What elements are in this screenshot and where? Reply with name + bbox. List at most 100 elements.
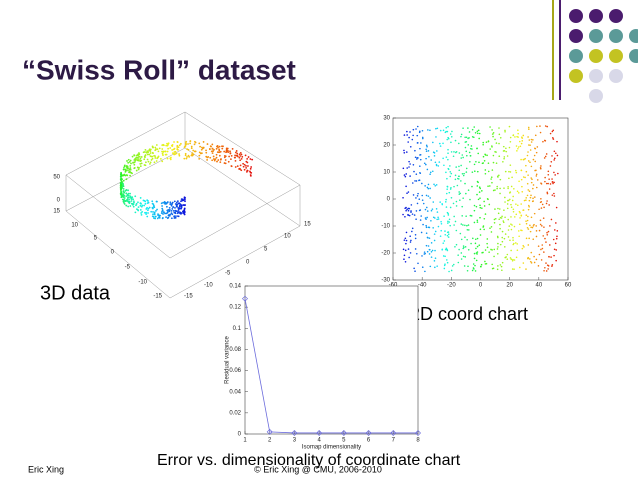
point-texture	[449, 224, 451, 227]
point-texture	[535, 235, 538, 238]
point-texture	[515, 171, 518, 174]
point-texture	[465, 171, 468, 173]
point-texture	[439, 201, 441, 203]
point-texture	[525, 237, 528, 240]
point-texture	[415, 218, 417, 221]
point-texture	[520, 158, 522, 161]
point-texture	[529, 144, 531, 146]
point-texture	[146, 158, 149, 161]
point-texture	[477, 129, 480, 132]
y-tick-label: 20	[383, 143, 390, 149]
point-texture	[491, 129, 493, 131]
point-texture	[478, 161, 480, 164]
point-texture	[528, 128, 530, 131]
point-texture	[231, 147, 234, 150]
point-texture	[491, 133, 494, 135]
point-texture	[434, 249, 436, 252]
point-texture	[448, 191, 451, 194]
point-texture	[553, 254, 555, 257]
point-texture	[133, 167, 136, 169]
point-texture	[498, 218, 501, 221]
point-texture	[246, 157, 249, 160]
point-texture	[516, 135, 518, 138]
point-texture	[138, 155, 141, 158]
point-texture	[124, 189, 127, 192]
point-texture	[462, 247, 465, 250]
point-texture	[122, 190, 125, 193]
point-texture	[420, 231, 423, 234]
point-texture	[235, 150, 238, 152]
point-texture	[533, 261, 536, 264]
point-texture	[143, 158, 146, 161]
point-texture	[235, 154, 238, 157]
point-texture	[127, 161, 130, 164]
point-texture	[243, 163, 246, 166]
y-tick-label: 0.04	[229, 389, 241, 395]
point-texture	[190, 145, 193, 148]
point-texture	[496, 185, 498, 188]
point-texture	[475, 259, 478, 262]
point-texture	[403, 149, 405, 152]
point-texture	[222, 145, 224, 148]
point-texture	[213, 148, 215, 151]
point-texture	[124, 174, 127, 177]
point-texture	[152, 152, 154, 155]
point-texture	[160, 212, 163, 215]
point-texture	[164, 150, 167, 153]
point-texture	[129, 171, 131, 174]
point-texture	[487, 140, 490, 143]
point-texture	[515, 203, 517, 205]
point-texture	[211, 159, 214, 162]
point-texture	[546, 125, 549, 128]
point-texture	[550, 218, 553, 221]
series-line	[244, 298, 418, 434]
point-texture	[413, 170, 415, 173]
point-texture	[425, 148, 427, 151]
point-texture	[145, 213, 148, 216]
point-texture	[467, 265, 469, 268]
point-texture	[149, 152, 152, 154]
point-texture	[447, 158, 449, 161]
point-texture	[122, 183, 125, 186]
point-texture	[491, 181, 493, 184]
point-texture	[493, 248, 496, 251]
point-texture	[553, 150, 556, 153]
point-texture	[549, 183, 552, 185]
point-texture	[460, 133, 463, 136]
point-texture	[513, 259, 516, 261]
point-texture	[532, 238, 535, 241]
point-texture	[186, 148, 189, 151]
point-texture	[460, 135, 462, 138]
point-texture	[128, 201, 131, 203]
point-texture	[501, 269, 503, 272]
point-texture	[139, 197, 142, 199]
point-texture	[239, 159, 242, 162]
point-texture	[206, 143, 209, 145]
point-texture	[474, 238, 477, 241]
point-texture	[508, 225, 511, 227]
point-texture	[444, 233, 447, 236]
point-texture	[138, 153, 141, 156]
point-texture	[429, 129, 431, 132]
point-texture	[147, 212, 149, 214]
point-texture	[446, 130, 449, 133]
point-texture	[532, 158, 535, 161]
point-texture	[532, 184, 535, 186]
point-texture	[479, 216, 481, 219]
point-texture	[414, 270, 416, 273]
point-texture	[139, 204, 142, 207]
point-texture	[503, 157, 505, 160]
point-texture	[519, 145, 522, 148]
point-texture	[520, 203, 522, 205]
point-texture	[436, 218, 438, 221]
point-texture	[417, 192, 419, 195]
point-texture	[411, 182, 414, 184]
point-texture	[450, 141, 452, 144]
point-texture	[516, 150, 518, 152]
point-texture	[492, 154, 495, 157]
point-texture	[495, 151, 497, 153]
x-tick-label: 20	[506, 283, 513, 289]
point-texture	[211, 147, 214, 150]
point-texture	[424, 185, 426, 187]
point-texture	[407, 248, 410, 250]
